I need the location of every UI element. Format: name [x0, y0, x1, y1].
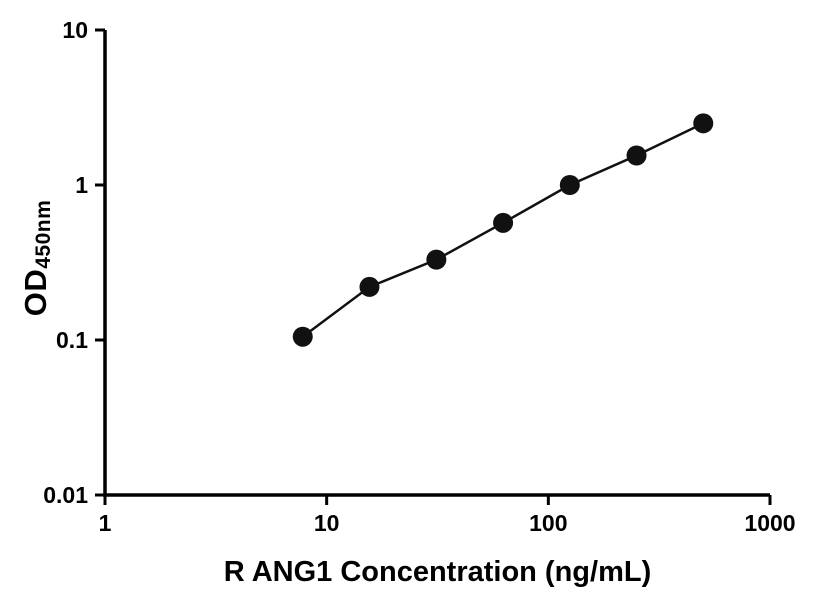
y-axis-tick-label: 0.01 [43, 482, 88, 508]
y-axis-title-main: OD [18, 268, 53, 317]
x-axis-title: R ANG1 Concentration (ng/mL) [223, 556, 652, 588]
y-axis-tick-label: 10 [62, 17, 88, 43]
y-axis-title: OD450nm [18, 199, 55, 317]
x-axis-tick-label: 1 [99, 510, 112, 536]
data-point [559, 175, 580, 195]
x-axis-tick-label: 1000 [744, 510, 795, 536]
data-point [292, 326, 313, 347]
x-axis-tick-label: 100 [529, 510, 567, 536]
data-point [359, 276, 380, 297]
data-point [426, 249, 447, 270]
data-point [693, 113, 714, 134]
y-axis-tick-label: 0.1 [56, 327, 88, 353]
data-point [626, 145, 647, 166]
y-axis-tick-label: 1 [75, 172, 88, 198]
x-axis-tick-label: 10 [314, 510, 340, 536]
data-point [493, 212, 514, 233]
y-axis-title-subscript: 450nm [32, 199, 55, 269]
